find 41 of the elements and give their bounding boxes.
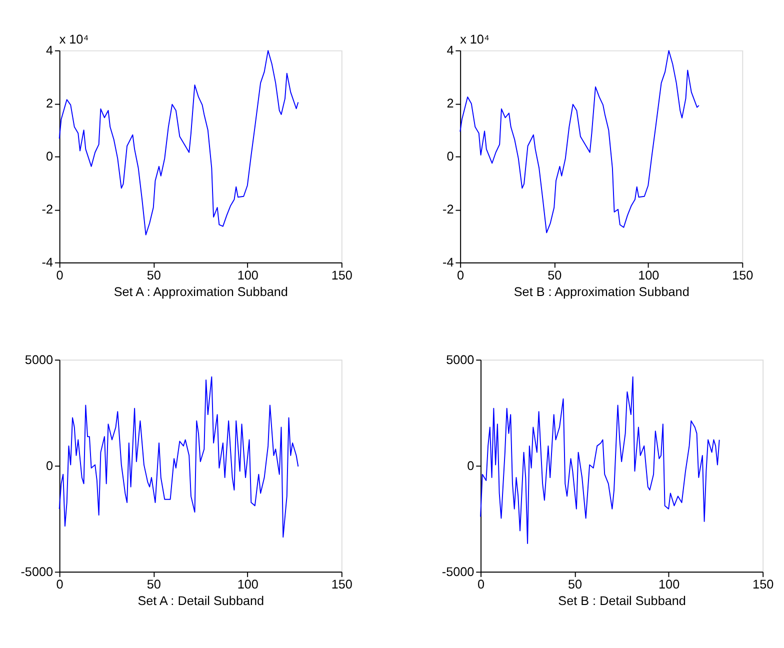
y-tick-label: 0 [467, 459, 474, 474]
x-tick-label: 50 [146, 578, 161, 592]
text: x 10⁴ [59, 32, 89, 47]
x-tick-label: 50 [146, 268, 161, 282]
x-tick-label: 100 [638, 268, 660, 282]
y-tick-label: 2 [46, 96, 54, 111]
x-tick-label: 50 [548, 268, 562, 282]
text: x 10⁴ [460, 32, 490, 47]
x-tick-label: 150 [331, 578, 352, 592]
x-axis-title: Set A : Detail Subband [138, 594, 264, 608]
x-axis-title: Set B : Detail Subband [558, 594, 686, 608]
x-tick-label: 0 [477, 578, 485, 592]
y-tick-label: 4 [446, 44, 454, 58]
y-tick-label: -5000 [20, 565, 54, 580]
x-tick-label: 100 [237, 578, 258, 592]
y-tick-label: 0 [46, 459, 54, 474]
x-tick-label: 100 [237, 268, 258, 282]
line-series [58, 376, 299, 538]
y-tick-label: 0 [446, 150, 454, 164]
y-tick-label: -5000 [442, 565, 474, 580]
line-series [480, 376, 720, 544]
x-axis-title: Set B : Approximation Subband [514, 284, 690, 299]
y-tick-label: -4 [442, 256, 454, 270]
y-tick-label: 4 [46, 44, 54, 58]
y-tick-label: 5000 [24, 353, 54, 368]
x-tick-label: 50 [568, 578, 582, 592]
x-tick-label: 150 [331, 268, 352, 282]
x-tick-label: 150 [732, 268, 754, 282]
x-axis-title: Set A : Approximation Subband [114, 284, 288, 299]
y-tick-label: 2 [446, 96, 454, 111]
y-tick-label: -4 [42, 256, 54, 270]
y-tick-label: 5000 [446, 353, 474, 368]
x-tick-label: 100 [658, 578, 680, 592]
x-tick-label: 0 [56, 268, 64, 282]
x-tick-label: 150 [752, 578, 774, 592]
y-tick-label: -2 [42, 202, 54, 217]
line-series [58, 50, 299, 236]
y-tick-label: 0 [46, 150, 54, 164]
x-tick-label: 0 [56, 578, 64, 592]
line-series [460, 50, 700, 234]
y-tick-label: -2 [442, 202, 454, 217]
